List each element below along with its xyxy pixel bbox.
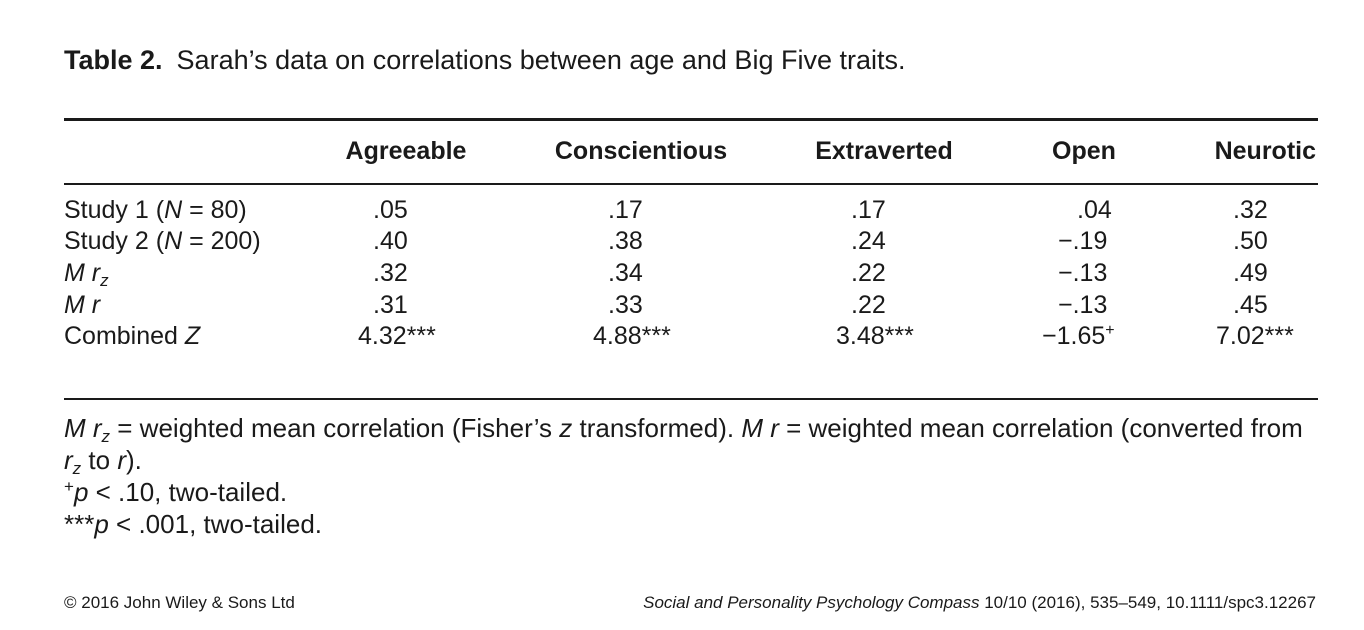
table-cell: .50: [1233, 227, 1268, 255]
table-number: Table 2.: [64, 45, 163, 75]
copyright-notice: © 2016 John Wiley & Sons Ltd: [64, 593, 295, 612]
table-cell: 7.02***: [1216, 322, 1294, 350]
table-cell: .22: [851, 259, 886, 287]
note-line: ***p < .001, two-tailed.: [64, 509, 323, 539]
table-cell: .24: [851, 227, 886, 255]
column-header-extraverted: Extraverted: [815, 137, 953, 165]
bottom-rule: [64, 398, 1318, 400]
table-cell: .45: [1233, 291, 1268, 319]
note-line: rz to r).: [64, 445, 142, 478]
journal-citation: Social and Personality Psychology Compas…: [643, 593, 1316, 612]
table-cell: .17: [608, 196, 643, 224]
table-title: Sarah’s data on correlations between age…: [176, 45, 906, 75]
table-cell: .34: [608, 259, 643, 287]
top-rule: [64, 118, 1318, 121]
table-cell: .38: [608, 227, 643, 255]
table-row: M r .31 .33 .22 −.13 .45: [0, 289, 1364, 321]
table-cell: −1.65+: [1042, 322, 1115, 350]
row-label: Study 2 (N = 200): [64, 227, 261, 255]
table-cell: 4.32***: [358, 322, 436, 350]
table-row: Combined Z 4.32*** 4.88*** 3.48*** −1.65…: [0, 320, 1364, 352]
table-cell: 4.88***: [593, 322, 671, 350]
table-row: M rz .32 .34 .22 −.13 .49: [0, 257, 1364, 289]
table-cell: −.13: [1058, 259, 1108, 287]
column-header-neurotic: Neurotic: [1214, 137, 1316, 165]
table-cell: .04: [1077, 196, 1112, 224]
row-label: Combined Z: [64, 322, 201, 350]
column-header-open: Open: [1052, 137, 1116, 165]
row-label: Study 1 (N = 80): [64, 196, 247, 224]
table-cell: .31: [373, 291, 408, 319]
table-notes: M rz = weighted mean correlation (Fisher…: [64, 412, 1324, 540]
table-cell: .22: [851, 291, 886, 319]
table-cell: −.13: [1058, 291, 1108, 319]
table-cell: .49: [1233, 259, 1268, 287]
column-header-agreeable: Agreeable: [345, 137, 467, 165]
table-cell: .40: [373, 227, 408, 255]
table-cell: .33: [608, 291, 643, 319]
table-cell: 3.48***: [836, 322, 914, 350]
table-header: Agreeable Conscientious Extraverted Open…: [0, 131, 1364, 171]
table-cell: .32: [1233, 196, 1268, 224]
table-cell: .32: [373, 259, 408, 287]
note-line: +p < .10, two-tailed.: [64, 477, 288, 507]
table-caption: Table 2. Sarah’s data on correlations bet…: [64, 42, 905, 78]
table-cell: .05: [373, 196, 408, 224]
row-label: M rz: [64, 259, 109, 290]
header-rule: [64, 183, 1318, 185]
table-row: Study 2 (N = 200) .40 .38 .24 −.19 .50: [0, 225, 1364, 257]
note-line: M rz = weighted mean correlation (Fisher…: [64, 413, 1303, 446]
column-header-conscientious: Conscientious: [554, 137, 728, 165]
table-row: Study 1 (N = 80) .05 .17 .17 .04 .32: [0, 194, 1364, 226]
table-cell: .17: [851, 196, 886, 224]
table-cell: −.19: [1058, 227, 1108, 255]
row-label: M r: [64, 291, 101, 319]
